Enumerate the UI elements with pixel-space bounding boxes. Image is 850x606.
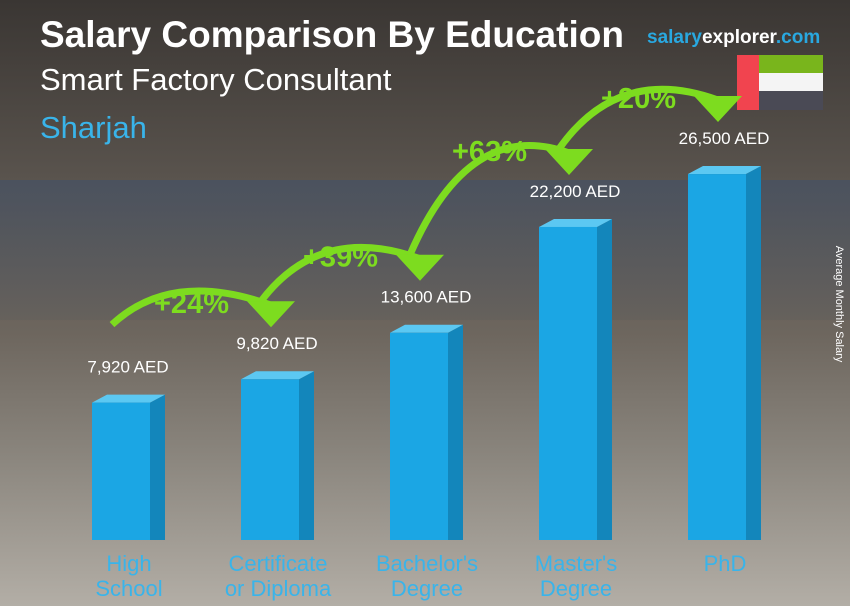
change-label: +39% <box>303 242 378 274</box>
bar <box>688 174 746 541</box>
bar-side <box>597 218 612 540</box>
change-label: +63% <box>452 136 527 168</box>
bar-top <box>92 394 165 403</box>
value-label: 7,920 AED <box>87 358 168 377</box>
brand-part2: explorer <box>701 27 776 48</box>
value-label: 13,600 AED <box>381 288 472 307</box>
uae-flag-icon <box>737 55 823 110</box>
bar <box>539 226 597 540</box>
bar-side <box>448 324 463 540</box>
chart-title: Salary Comparison By Education <box>40 14 624 55</box>
change-arrow <box>109 287 273 328</box>
value-label: 9,820 AED <box>236 334 317 353</box>
value-label: 26,500 AED <box>679 129 770 148</box>
bar-top <box>241 371 314 380</box>
arrow-head <box>247 301 295 328</box>
chart-subtitle: Smart Factory Consultant <box>40 62 392 97</box>
change-label: +20% <box>601 83 676 115</box>
category-label: Bachelor's <box>376 551 478 576</box>
arrow-head <box>396 254 444 281</box>
location-label: Sharjah <box>40 110 147 145</box>
bar-side <box>746 166 761 541</box>
change-label: +24% <box>154 288 229 320</box>
category-label: Degree <box>391 576 463 601</box>
bar-top <box>688 166 761 175</box>
bar-top <box>539 218 612 227</box>
arrow-head <box>694 96 742 123</box>
category-label: Degree <box>540 576 612 601</box>
change-arrow <box>258 243 422 304</box>
bar-top <box>390 324 463 333</box>
arrow-head <box>545 148 593 175</box>
bar <box>241 379 299 540</box>
category-label: High <box>106 551 151 576</box>
category-label: Certificate <box>228 551 327 576</box>
brand-part1: salary <box>647 27 702 48</box>
category-label: School <box>95 576 162 601</box>
brand-part3: .com <box>775 27 821 48</box>
bar <box>92 402 150 540</box>
category-label: PhD <box>704 551 747 576</box>
bar <box>390 332 448 540</box>
category-label: Master's <box>535 551 617 576</box>
value-label: 22,200 AED <box>530 182 621 201</box>
bar-side <box>299 371 314 540</box>
change-arrow <box>406 142 571 257</box>
brand-logo: salaryexplorer.com <box>647 27 820 49</box>
bar-side <box>150 394 165 540</box>
change-arrow <box>556 85 720 151</box>
category-label: or Diploma <box>225 576 332 601</box>
